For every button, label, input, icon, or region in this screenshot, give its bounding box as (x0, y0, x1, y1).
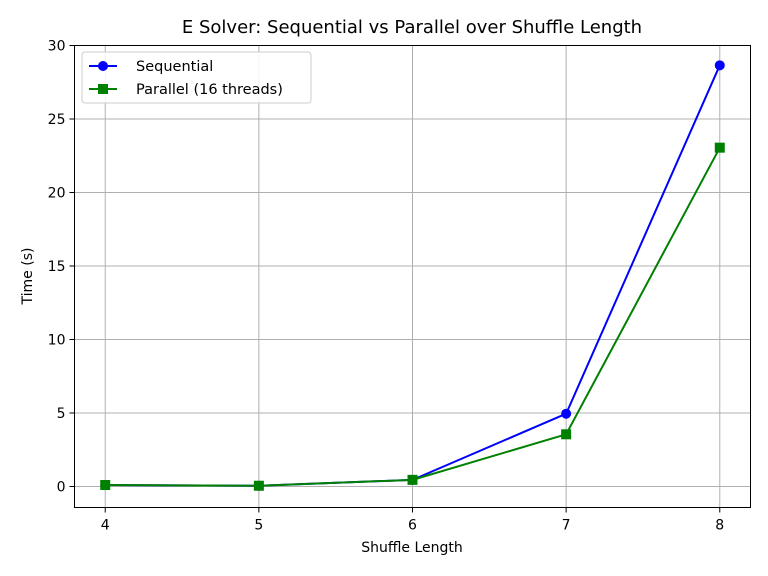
series-layer (100, 60, 725, 491)
data-point-sequential (561, 408, 572, 419)
chart-title: E Solver: Sequential vs Parallel over Sh… (182, 17, 642, 38)
x-tick-label: 7 (562, 518, 571, 534)
legend-sequential-marker (98, 61, 108, 71)
y-tick-label: 0 (57, 479, 66, 495)
data-point-parallel (100, 480, 111, 491)
data-point-parallel (561, 429, 572, 440)
y-tick-label: 25 (48, 112, 66, 128)
legend: Sequential Parallel (16 threads) (81, 51, 312, 104)
y-axis-label: Time (s) (20, 248, 36, 306)
y-tick-label: 30 (48, 39, 66, 55)
y-tick-label: 20 (48, 185, 66, 201)
x-tick-label: 6 (408, 518, 417, 534)
ticks: 4 5 6 7 8 0 5 10 15 20 25 30 (48, 39, 725, 534)
y-tick-label: 5 (57, 406, 66, 422)
data-point-parallel (407, 474, 418, 485)
y-tick-label: 10 (48, 332, 66, 348)
data-point-parallel (714, 142, 725, 153)
legend-box (81, 51, 312, 104)
legend-parallel-label: Parallel (16 threads) (136, 82, 283, 98)
y-tick-label: 15 (48, 259, 66, 275)
grid (74, 45, 751, 508)
data-point-parallel (253, 480, 264, 491)
data-point-sequential (714, 60, 725, 71)
x-tick-label: 5 (254, 518, 263, 534)
x-tick-label: 8 (715, 518, 724, 534)
x-axis-label: Shuffle Length (361, 540, 463, 556)
x-tick-label: 4 (101, 518, 110, 534)
legend-parallel-marker (98, 84, 108, 94)
legend-sequential-label: Sequential (136, 59, 213, 75)
